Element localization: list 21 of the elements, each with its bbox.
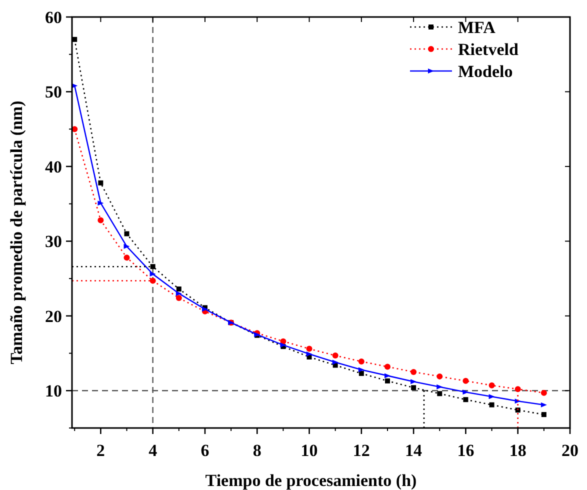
- x-tick-label: 4: [148, 441, 158, 460]
- y-tick-label: 60: [45, 8, 62, 27]
- y-tick-label: 20: [45, 306, 62, 326]
- x-tick-label: 12: [352, 441, 370, 460]
- y-tick-label: 40: [45, 157, 62, 176]
- legend-label: Rietveld: [458, 40, 519, 59]
- x-axis-title: Tiempo de procesamiento (h): [205, 471, 417, 490]
- y-tick-label: 30: [45, 232, 62, 252]
- x-tick-label: 20: [562, 441, 578, 460]
- legend-label: Modelo: [458, 62, 513, 81]
- x-tick-label: 16: [457, 441, 474, 460]
- x-tick-label: 6: [200, 441, 210, 460]
- y-tick-label: 50: [45, 82, 62, 102]
- x-tick-label: 18: [509, 441, 526, 460]
- y-tick-label: 10: [45, 382, 62, 401]
- x-tick-label: 10: [300, 441, 318, 460]
- legend-label: MFA: [458, 18, 496, 37]
- x-tick-label: 8: [252, 441, 262, 460]
- x-tick-label: 2: [96, 441, 105, 460]
- x-tick-label: 14: [405, 441, 423, 460]
- y-axis-title: Tamaño promedio de partícula (nm): [7, 100, 26, 364]
